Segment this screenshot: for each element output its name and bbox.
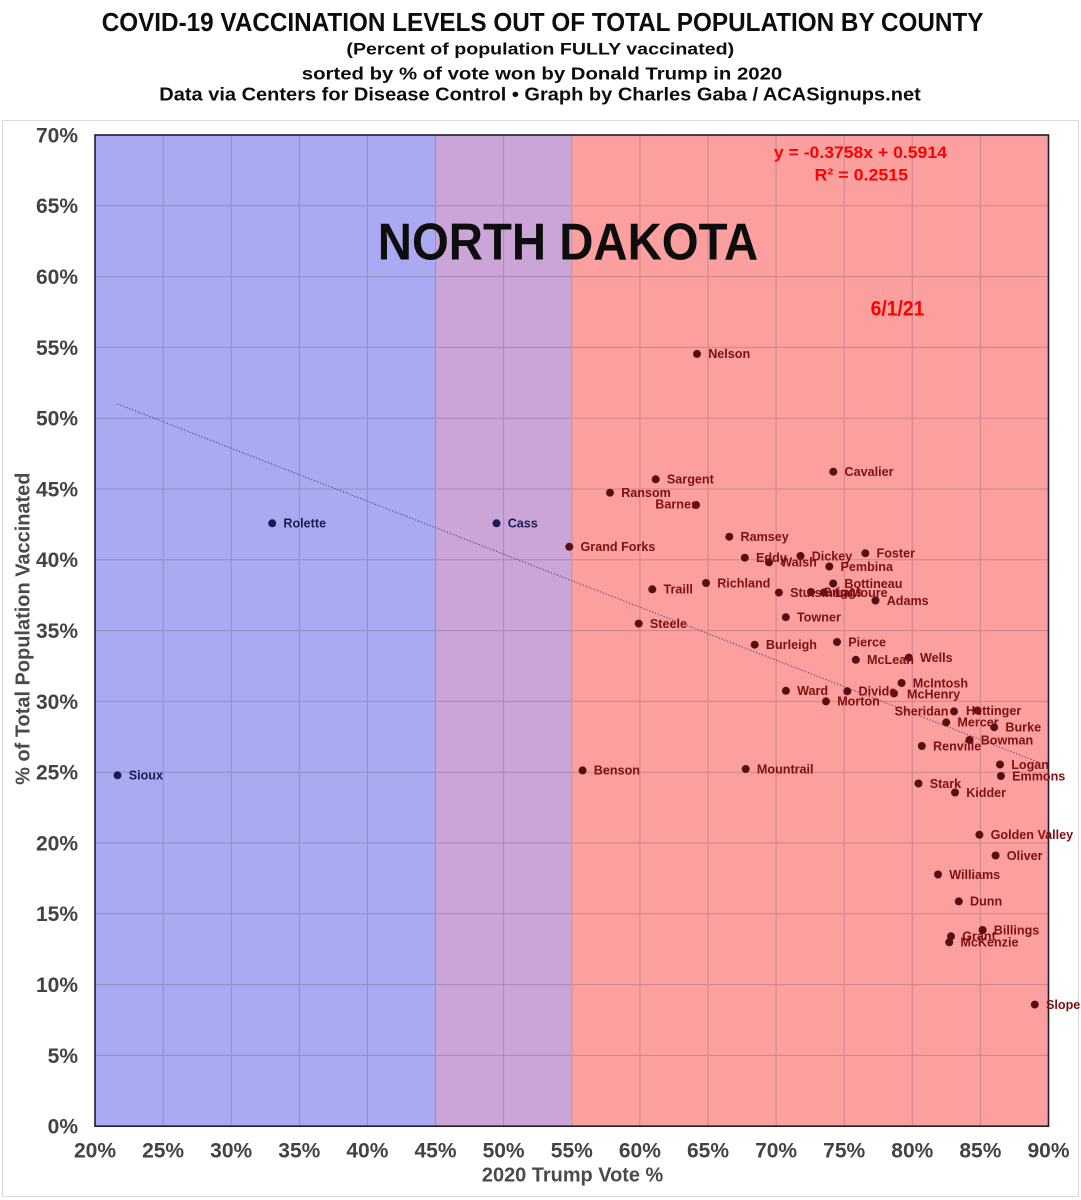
svg-text:Golden Valley: Golden Valley bbox=[991, 828, 1074, 842]
svg-text:75%: 75% bbox=[823, 1140, 865, 1163]
svg-text:Adams: Adams bbox=[887, 594, 929, 608]
svg-text:R² = 0.2515: R² = 0.2515 bbox=[815, 165, 909, 184]
svg-text:50%: 50% bbox=[36, 408, 78, 431]
svg-text:10%: 10% bbox=[36, 974, 78, 997]
svg-text:NORTH DAKOTA: NORTH DAKOTA bbox=[378, 213, 759, 271]
svg-text:Benson: Benson bbox=[594, 764, 640, 778]
svg-text:Renville: Renville bbox=[933, 739, 981, 753]
svg-text:Dunn: Dunn bbox=[970, 895, 1002, 909]
svg-text:McHenry: McHenry bbox=[907, 688, 960, 702]
svg-text:Wells: Wells bbox=[920, 651, 953, 665]
svg-text:50%: 50% bbox=[483, 1140, 525, 1163]
svg-text:25%: 25% bbox=[142, 1140, 184, 1163]
svg-text:Towner: Towner bbox=[797, 611, 841, 625]
svg-text:55%: 55% bbox=[36, 337, 78, 360]
svg-text:2020 Trump Vote %: 2020 Trump Vote % bbox=[482, 1164, 663, 1187]
svg-text:80%: 80% bbox=[891, 1140, 933, 1163]
svg-text:Dickey: Dickey bbox=[812, 549, 853, 563]
svg-text:Traill: Traill bbox=[664, 583, 693, 597]
svg-text:Barnes: Barnes bbox=[655, 497, 698, 511]
svg-text:40%: 40% bbox=[346, 1140, 388, 1163]
svg-text:0%: 0% bbox=[48, 1116, 79, 1139]
svg-text:70%: 70% bbox=[36, 124, 78, 147]
svg-text:Steele: Steele bbox=[650, 617, 687, 631]
svg-text:Richland: Richland bbox=[717, 576, 770, 590]
svg-text:Mercer: Mercer bbox=[957, 716, 998, 730]
svg-text:Sheridan: Sheridan bbox=[895, 705, 949, 719]
svg-text:Hettinger: Hettinger bbox=[966, 704, 1021, 718]
svg-text:Bowman: Bowman bbox=[981, 733, 1033, 747]
svg-text:Burleigh: Burleigh bbox=[766, 638, 817, 652]
svg-text:Foster: Foster bbox=[877, 547, 916, 561]
svg-text:Stutsman: Stutsman bbox=[790, 586, 847, 600]
svg-text:20%: 20% bbox=[36, 832, 78, 855]
svg-text:45%: 45% bbox=[36, 478, 78, 501]
svg-text:Ward: Ward bbox=[797, 684, 828, 698]
svg-text:55%: 55% bbox=[551, 1140, 593, 1163]
svg-text:Kidder: Kidder bbox=[966, 786, 1006, 800]
svg-text:90%: 90% bbox=[1027, 1140, 1069, 1163]
svg-text:15%: 15% bbox=[36, 903, 78, 926]
svg-text:70%: 70% bbox=[755, 1140, 797, 1163]
svg-text:Emmons: Emmons bbox=[1012, 769, 1065, 783]
svg-text:Nelson: Nelson bbox=[708, 347, 750, 361]
svg-text:60%: 60% bbox=[36, 266, 78, 289]
svg-text:Stark: Stark bbox=[930, 777, 962, 791]
svg-text:Grand Forks: Grand Forks bbox=[581, 540, 656, 554]
svg-text:Ramsey: Ramsey bbox=[741, 530, 789, 544]
svg-text:45%: 45% bbox=[414, 1140, 456, 1163]
svg-text:LaMoure: LaMoure bbox=[835, 586, 887, 600]
svg-text:(Percent of population FULLY v: (Percent of population FULLY vaccinated) bbox=[346, 41, 734, 59]
svg-text:20%: 20% bbox=[74, 1140, 116, 1163]
svg-text:Burke: Burke bbox=[1005, 721, 1041, 735]
svg-text:35%: 35% bbox=[278, 1140, 320, 1163]
svg-text:McIntosh: McIntosh bbox=[913, 676, 968, 690]
svg-text:35%: 35% bbox=[36, 620, 78, 643]
svg-text:McLean: McLean bbox=[867, 653, 914, 667]
svg-text:Williams: Williams bbox=[949, 868, 1000, 882]
svg-text:Mountrail: Mountrail bbox=[757, 762, 814, 776]
svg-text:Griggs: Griggs bbox=[822, 585, 863, 599]
svg-text:65%: 65% bbox=[36, 195, 78, 218]
svg-text:85%: 85% bbox=[959, 1140, 1001, 1163]
svg-text:Cavalier: Cavalier bbox=[845, 465, 894, 479]
svg-text:sorted by % of vote won by Don: sorted by % of vote won by Donald Trump … bbox=[302, 63, 782, 83]
svg-text:Bottineau: Bottineau bbox=[844, 577, 902, 591]
svg-text:65%: 65% bbox=[687, 1140, 729, 1163]
svg-text:Cass: Cass bbox=[508, 517, 538, 531]
svg-text:COVID-19 VACCINATION LEVELS OU: COVID-19 VACCINATION LEVELS OUT OF TOTAL… bbox=[102, 7, 984, 37]
svg-text:Slope: Slope bbox=[1046, 998, 1080, 1012]
svg-text:Billings: Billings bbox=[994, 923, 1039, 937]
svg-text:McKenzie: McKenzie bbox=[960, 936, 1018, 950]
svg-text:30%: 30% bbox=[210, 1140, 252, 1163]
svg-text:Grant: Grant bbox=[962, 930, 996, 944]
svg-text:25%: 25% bbox=[36, 762, 78, 785]
svg-text:30%: 30% bbox=[36, 691, 78, 714]
svg-text:40%: 40% bbox=[36, 549, 78, 572]
svg-text:Pierce: Pierce bbox=[848, 635, 886, 649]
svg-text:Sargent: Sargent bbox=[667, 473, 715, 487]
svg-text:% of Total Population Vaccinat: % of Total Population Vaccinated bbox=[13, 473, 35, 785]
svg-text:Pembina: Pembina bbox=[841, 560, 894, 574]
svg-text:Rolette: Rolette bbox=[283, 517, 326, 531]
svg-text:Eddy: Eddy bbox=[756, 551, 787, 565]
svg-text:Divide: Divide bbox=[859, 685, 897, 699]
svg-text:6/1/21: 6/1/21 bbox=[871, 296, 925, 321]
svg-text:Ransom: Ransom bbox=[621, 486, 671, 500]
svg-text:Oliver: Oliver bbox=[1007, 849, 1043, 863]
svg-text:Logan: Logan bbox=[1011, 758, 1049, 772]
svg-text:Morton: Morton bbox=[837, 695, 880, 709]
svg-text:60%: 60% bbox=[619, 1140, 661, 1163]
svg-text:y = -0.3758x + 0.5914: y = -0.3758x + 0.5914 bbox=[774, 143, 948, 162]
svg-text:Data via Centers for Disease C: Data via Centers for Disease Control • G… bbox=[159, 83, 921, 104]
svg-text:Sioux: Sioux bbox=[129, 769, 163, 783]
svg-text:5%: 5% bbox=[48, 1045, 79, 1068]
svg-text:Walsh: Walsh bbox=[780, 556, 817, 570]
